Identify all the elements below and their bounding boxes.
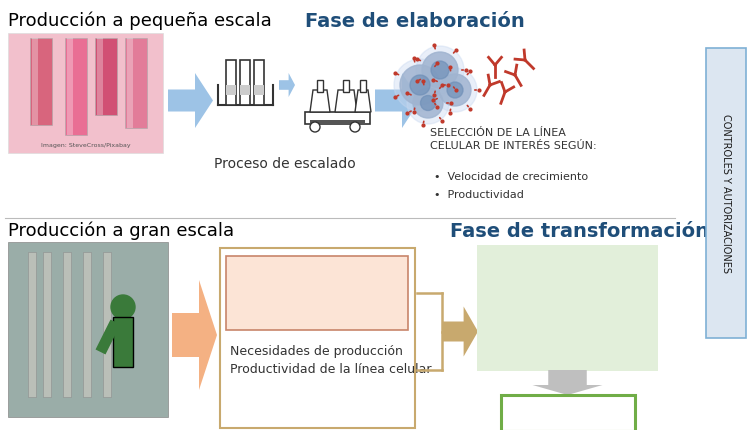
FancyBboxPatch shape <box>360 80 366 92</box>
Circle shape <box>439 74 471 106</box>
FancyBboxPatch shape <box>43 252 51 397</box>
FancyBboxPatch shape <box>32 38 38 125</box>
FancyBboxPatch shape <box>65 38 87 135</box>
Circle shape <box>421 95 436 111</box>
FancyBboxPatch shape <box>226 60 236 105</box>
FancyBboxPatch shape <box>83 252 91 397</box>
Text: Proceso de escalado: Proceso de escalado <box>214 157 356 171</box>
Polygon shape <box>279 73 295 97</box>
Circle shape <box>447 82 463 98</box>
Text: Fase de elaboración: Fase de elaboración <box>305 12 525 31</box>
FancyBboxPatch shape <box>127 38 133 128</box>
FancyBboxPatch shape <box>343 80 349 92</box>
Circle shape <box>350 122 360 132</box>
Text: Necesidades de producción
Productividad de la línea celular: Necesidades de producción Productividad … <box>230 345 431 376</box>
Text: SELECCIÓN DE LA LÍNEA
CELULAR DE INTERÉS SEGÚN:: SELECCIÓN DE LA LÍNEA CELULAR DE INTERÉS… <box>430 128 596 151</box>
Text: AISLAMIENTO
FILTRACIÓN
PURIFICACIÓN
ESTABILIZACION: AISLAMIENTO FILTRACIÓN PURIFICACIÓN ESTA… <box>490 260 612 330</box>
Text: FORMULACIÓN: FORMULACIÓN <box>510 406 625 420</box>
Circle shape <box>416 46 464 94</box>
Text: Imagen: SteveCross/Pixabay: Imagen: SteveCross/Pixabay <box>41 143 130 148</box>
Text: Fase de transformación: Fase de transformación <box>450 222 710 241</box>
FancyBboxPatch shape <box>67 38 73 135</box>
Polygon shape <box>375 73 420 128</box>
FancyBboxPatch shape <box>477 245 658 371</box>
Text: Producción a pequeña escala: Producción a pequeña escala <box>8 12 271 31</box>
FancyBboxPatch shape <box>240 85 250 95</box>
Circle shape <box>310 122 320 132</box>
Circle shape <box>111 295 135 319</box>
FancyBboxPatch shape <box>95 38 117 114</box>
Text: •  Productividad: • Productividad <box>434 190 524 200</box>
FancyBboxPatch shape <box>254 85 264 95</box>
Text: CONTROLES Y AUTORIZACIONES: CONTROLES Y AUTORIZACIONES <box>721 114 731 273</box>
Polygon shape <box>168 73 213 128</box>
Polygon shape <box>172 280 217 390</box>
Text: •  Velocidad de crecimiento: • Velocidad de crecimiento <box>434 172 588 182</box>
FancyBboxPatch shape <box>220 248 415 428</box>
FancyBboxPatch shape <box>226 256 408 330</box>
Polygon shape <box>310 90 330 112</box>
FancyBboxPatch shape <box>30 38 52 125</box>
FancyBboxPatch shape <box>103 252 111 397</box>
FancyBboxPatch shape <box>226 85 236 95</box>
FancyBboxPatch shape <box>63 252 71 397</box>
Circle shape <box>407 82 449 124</box>
FancyBboxPatch shape <box>125 38 147 128</box>
FancyBboxPatch shape <box>8 33 163 153</box>
FancyBboxPatch shape <box>8 242 168 417</box>
FancyBboxPatch shape <box>310 120 365 125</box>
FancyBboxPatch shape <box>113 317 133 367</box>
Circle shape <box>394 59 446 111</box>
Polygon shape <box>442 307 478 356</box>
Text: Producción a gran escala: Producción a gran escala <box>8 222 234 240</box>
Circle shape <box>422 52 458 88</box>
Polygon shape <box>335 90 357 112</box>
FancyBboxPatch shape <box>240 60 250 105</box>
FancyBboxPatch shape <box>305 112 370 124</box>
FancyBboxPatch shape <box>97 38 103 114</box>
FancyBboxPatch shape <box>254 60 264 105</box>
Circle shape <box>433 68 477 112</box>
FancyBboxPatch shape <box>501 395 635 430</box>
Circle shape <box>431 61 449 79</box>
Polygon shape <box>532 370 602 395</box>
FancyBboxPatch shape <box>706 48 746 338</box>
Circle shape <box>400 65 440 105</box>
FancyBboxPatch shape <box>317 80 323 92</box>
Text: Obtención del anticuerpo
a escala industrial: Obtención del anticuerpo a escala indust… <box>238 279 397 307</box>
Circle shape <box>410 75 430 95</box>
FancyBboxPatch shape <box>28 252 36 397</box>
Circle shape <box>413 88 443 118</box>
Polygon shape <box>355 90 371 112</box>
